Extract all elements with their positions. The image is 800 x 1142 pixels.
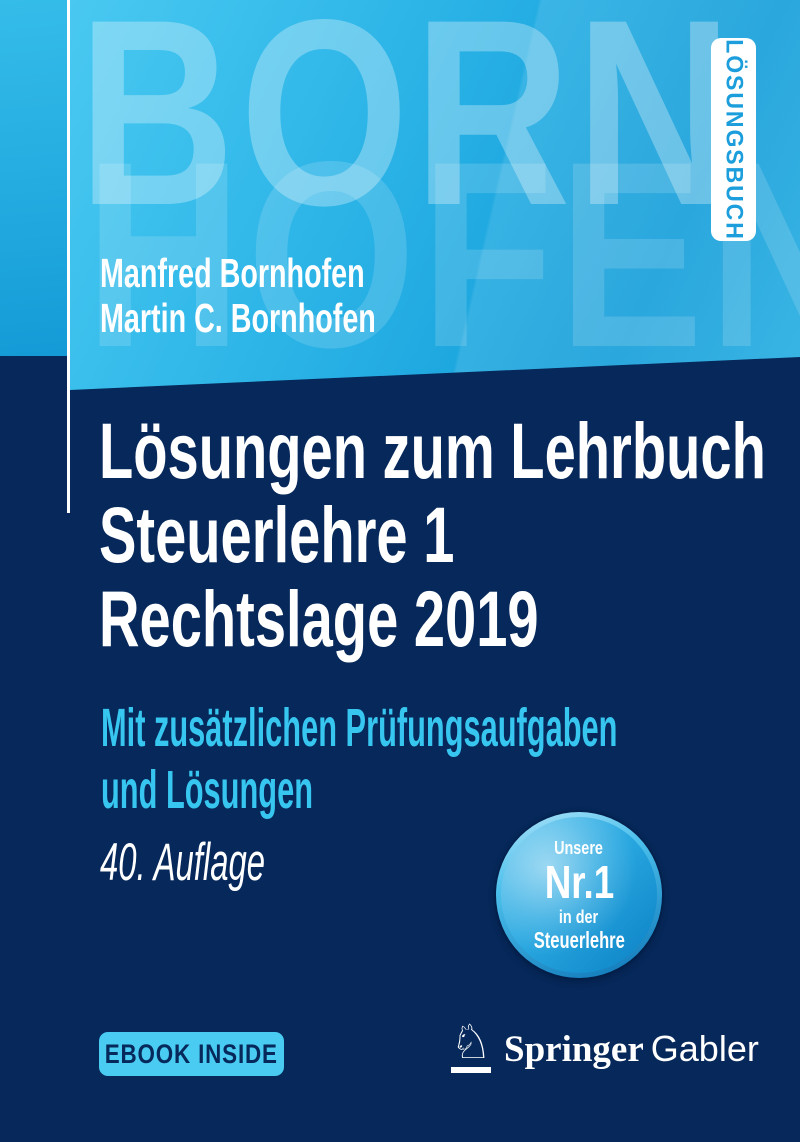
badge-text-top: Unsere	[554, 837, 604, 858]
publisher-name-springer: Springer	[504, 1029, 644, 1070]
book-title: Lösungen zum Lehrbuch Steuerlehre 1 Rech…	[99, 409, 766, 661]
ebook-inside-pill: EBOOK INSIDE	[99, 1032, 284, 1076]
authors: Manfred Bornhofen Martin C. Bornhofen	[100, 251, 376, 341]
badge-text-middle: in der	[559, 906, 599, 927]
springer-horse-icon: ♘	[450, 1019, 492, 1073]
title-line-2: Steuerlehre 1	[99, 490, 455, 579]
ebook-inside-label: EBOOK INSIDE	[104, 1038, 279, 1069]
watermark-line2: HOFEN	[85, 107, 800, 400]
nr1-badge: Unsere Nr.1 in der Steuerlehre	[496, 812, 662, 978]
vertical-rule	[67, 0, 70, 513]
publisher-name-gabler: Gabler	[650, 1028, 759, 1069]
book-subtitle: Mit zusätzlichen Prüfungsaufgaben und Lö…	[101, 697, 617, 821]
author-1: Manfred Bornhofen	[100, 250, 365, 296]
subtitle-line-1: Mit zusätzlichen Prüfungsaufgaben	[101, 698, 618, 758]
series-tab: LÖSUNGSBUCH	[711, 38, 756, 241]
author-2: Martin C. Bornhofen	[100, 295, 376, 341]
watermark-line1: BORN	[78, 0, 738, 261]
publisher-name: Springer Gabler	[504, 1028, 759, 1071]
header-gradient-panel: BORN HOFEN	[70, 0, 800, 400]
edition-note: 40. Auflage	[100, 833, 266, 892]
title-line-3: Rechtslage 2019	[99, 574, 539, 663]
badge-text-main: Nr.1	[544, 855, 614, 908]
spine-strip	[0, 0, 67, 356]
publisher-logo: ♘ Springer Gabler	[450, 1019, 759, 1073]
nr1-badge-face: Unsere Nr.1 in der Steuerlehre	[501, 817, 657, 973]
title-line-1: Lösungen zum Lehrbuch	[99, 406, 766, 495]
subtitle-line-2: und Lösungen	[101, 760, 314, 820]
logo-underline	[451, 1067, 491, 1073]
badge-text-bottom: Steuerlehre	[533, 926, 625, 953]
series-tab-label: LÖSUNGSBUCH	[720, 38, 748, 241]
